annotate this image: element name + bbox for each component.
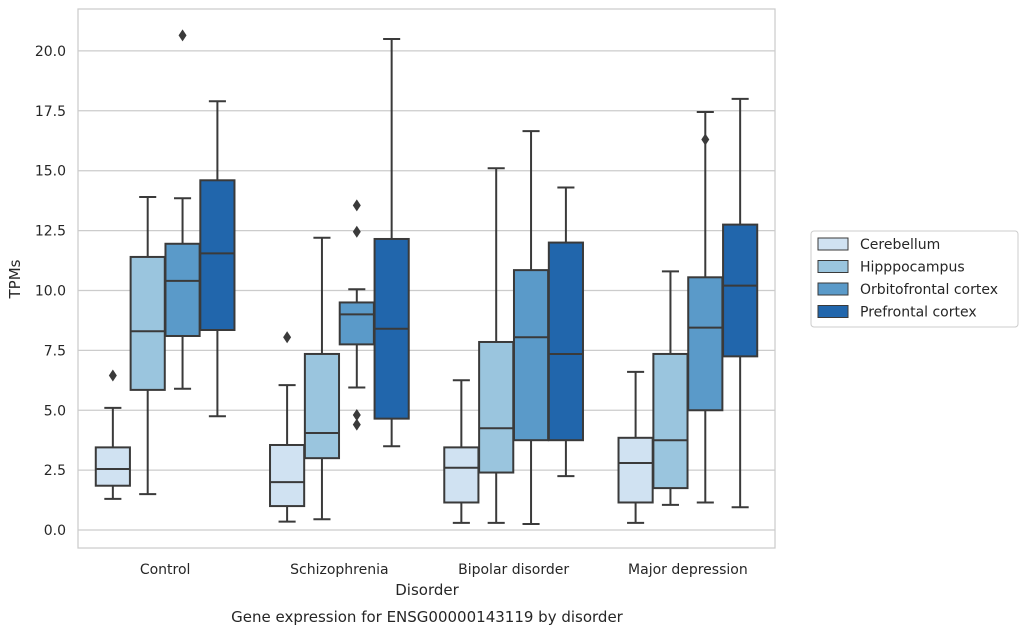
box-hipppocampus (652, 270, 689, 506)
box-groups (94, 29, 759, 526)
iqr-box (617, 436, 654, 504)
y-axis-title: TPMs (6, 259, 24, 299)
legend-frame (810, 230, 1019, 328)
iqr-box (512, 269, 550, 442)
x-tick-label: Control (140, 562, 191, 578)
chart-caption: Gene expression for ENSG00000143119 by d… (231, 608, 624, 626)
box-cerebellum (443, 379, 480, 524)
iqr-box (164, 242, 201, 337)
box-cerebellum (617, 370, 654, 524)
iqr-box (443, 446, 480, 504)
box-prefrontal-cortex (199, 100, 236, 418)
iqr-box (199, 179, 236, 332)
box-orbitofrontal-cortex (512, 130, 550, 526)
legend-label: Hipppocampus (860, 260, 965, 276)
box-hipppocampus (303, 236, 341, 521)
box-cerebellum (94, 369, 131, 500)
legend-swatch (817, 305, 849, 318)
x-tick-label: Major depression (628, 562, 748, 578)
outlier-point (352, 418, 361, 431)
outlier-point (352, 225, 361, 238)
iqr-box (303, 352, 341, 460)
outlier-point (178, 29, 187, 42)
box-orbitofrontal-cortex (164, 29, 201, 390)
iqr-box (652, 352, 689, 490)
y-tick-label: 15.0 (35, 164, 66, 180)
plot-frame (77, 8, 776, 549)
outlier-point (108, 369, 117, 382)
iqr-box (687, 276, 724, 412)
legend-label: Prefrontal cortex (860, 305, 977, 321)
iqr-box (94, 446, 131, 487)
y-tick-label: 10.0 (35, 283, 66, 299)
outlier-point (283, 331, 292, 344)
box-orbitofrontal-cortex (338, 199, 375, 431)
y-axis-ticks: 0.0 2.5 5.0 7.5 10.0 12.5 15.0 17.5 20.0 (35, 44, 66, 539)
x-axis-title: Disorder (395, 581, 459, 599)
y-tick-label: 0.0 (44, 523, 66, 539)
legend-swatch (817, 260, 849, 273)
y-tick-label: 12.5 (35, 224, 66, 240)
y-tick-label: 5.0 (44, 403, 66, 419)
x-tick-label: Schizophrenia (290, 562, 388, 578)
x-axis-ticks: Control Schizophrenia Bipolar disorder Majo… (140, 562, 748, 578)
y-tick-label: 2.5 (44, 463, 66, 479)
box-hipppocampus (478, 167, 515, 524)
x-tick-label: Bipolar disorder (458, 562, 569, 578)
box-hipppocampus (129, 196, 166, 496)
box-prefrontal-cortex (373, 37, 410, 448)
y-tick-label: 7.5 (44, 343, 66, 359)
y-tick-label: 17.5 (35, 104, 66, 120)
y-tick-label: 20.0 (35, 44, 66, 60)
box-prefrontal-cortex (722, 97, 759, 509)
box-prefrontal-cortex (547, 186, 584, 478)
legend-label: Orbitofrontal cortex (860, 282, 998, 298)
legend-swatch (817, 282, 849, 296)
box-orbitofrontal-cortex (687, 111, 724, 504)
iqr-box (338, 301, 375, 346)
iqr-box (478, 340, 515, 474)
legend-swatch (817, 237, 849, 251)
iqr-box (547, 241, 584, 442)
outlier-point (352, 409, 361, 422)
iqr-box (722, 223, 759, 358)
iqr-box (269, 443, 306, 508)
outlier-point (701, 133, 710, 146)
outlier-point (352, 199, 361, 212)
box-cerebellum (269, 331, 306, 523)
iqr-box (129, 255, 166, 391)
legend: Cerebellum Hipppocampus Orbitofrontal cort… (810, 230, 1019, 328)
legend-label: Cerebellum (860, 237, 940, 253)
